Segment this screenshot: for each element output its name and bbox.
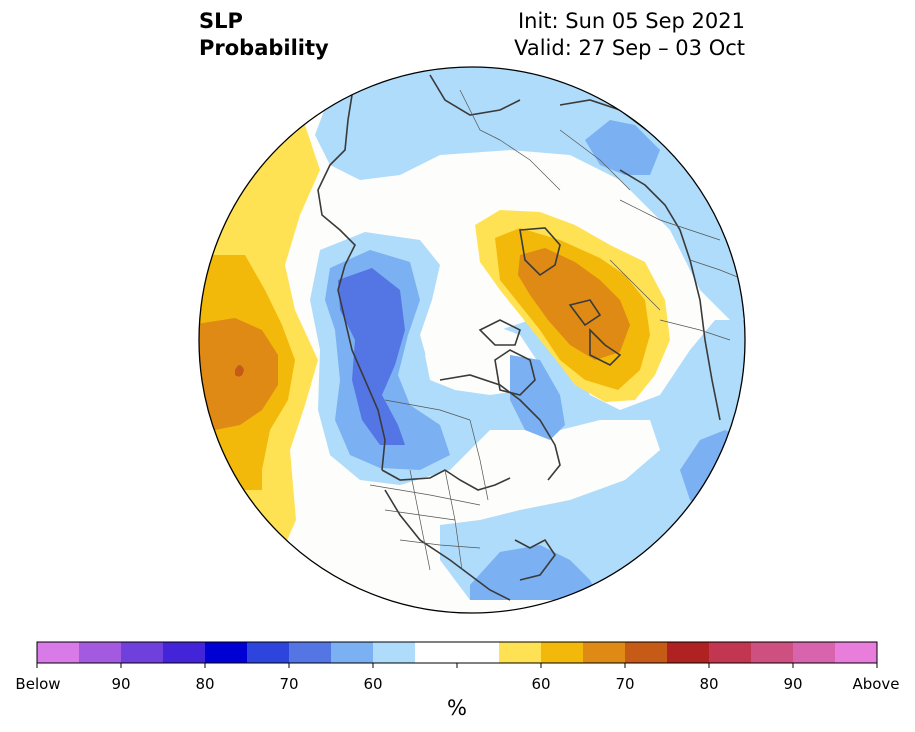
colorbar-cell bbox=[793, 642, 836, 663]
above-70-pacific bbox=[199, 318, 278, 430]
colorbar-cell bbox=[709, 642, 752, 663]
colorbar-cell bbox=[163, 642, 206, 663]
map-dates: Init: Sun 05 Sep 2021 Valid: 27 Sep – 03… bbox=[514, 8, 745, 62]
colorbar-unit: % bbox=[447, 696, 467, 720]
borders bbox=[369, 89, 745, 571]
colorbar-cell bbox=[79, 642, 122, 663]
colorbar-cell bbox=[331, 642, 374, 663]
colorbar-cell bbox=[499, 642, 542, 663]
colorbar-label-below-70: 70 bbox=[279, 675, 299, 693]
map-title: SLP Probability bbox=[199, 8, 329, 62]
below-60-atlantic-south bbox=[470, 545, 600, 600]
colorbar-label-above-90: 90 bbox=[783, 675, 803, 693]
below-60-europe bbox=[585, 120, 660, 175]
colorbar-label-above-80: 80 bbox=[699, 675, 719, 693]
colorbar-cell bbox=[121, 642, 164, 663]
colorbar-cell bbox=[625, 642, 668, 663]
colorbar-cell bbox=[373, 642, 416, 663]
colorbar-cell bbox=[835, 642, 878, 663]
probability-map bbox=[198, 66, 746, 614]
title-type: Probability bbox=[199, 36, 329, 60]
colorbar-label-above: Above bbox=[852, 675, 900, 693]
colorbar-label-above-70: 70 bbox=[615, 675, 635, 693]
colorbar-label-below-90: 90 bbox=[111, 675, 131, 693]
valid-date: Valid: 27 Sep – 03 Oct bbox=[514, 36, 745, 60]
below-60-greenland bbox=[510, 355, 565, 440]
colorbar-cells bbox=[37, 642, 878, 663]
colorbar-cell bbox=[415, 642, 500, 663]
colorbar-label-below-80: 80 bbox=[195, 675, 215, 693]
colorbar-label-above-60: 60 bbox=[531, 675, 551, 693]
colorbar-cell bbox=[205, 642, 248, 663]
title-variable: SLP bbox=[199, 9, 243, 33]
colorbar-label-below: Below bbox=[15, 675, 61, 693]
colorbar-cell bbox=[583, 642, 626, 663]
colorbar-cell bbox=[289, 642, 332, 663]
map-boundary bbox=[198, 66, 746, 614]
colorbar-cell bbox=[247, 642, 290, 663]
colorbar-ticks bbox=[36, 663, 878, 668]
colorbar-cell bbox=[667, 642, 710, 663]
colorbar-cell bbox=[751, 642, 794, 663]
colorbar-cell bbox=[37, 642, 80, 663]
above-80-pacific bbox=[235, 365, 244, 377]
init-date: Init: Sun 05 Sep 2021 bbox=[517, 9, 745, 33]
colorbar-cell bbox=[541, 642, 584, 663]
below-70-canada bbox=[338, 268, 405, 445]
colorbar-label-below-60: 60 bbox=[363, 675, 383, 693]
